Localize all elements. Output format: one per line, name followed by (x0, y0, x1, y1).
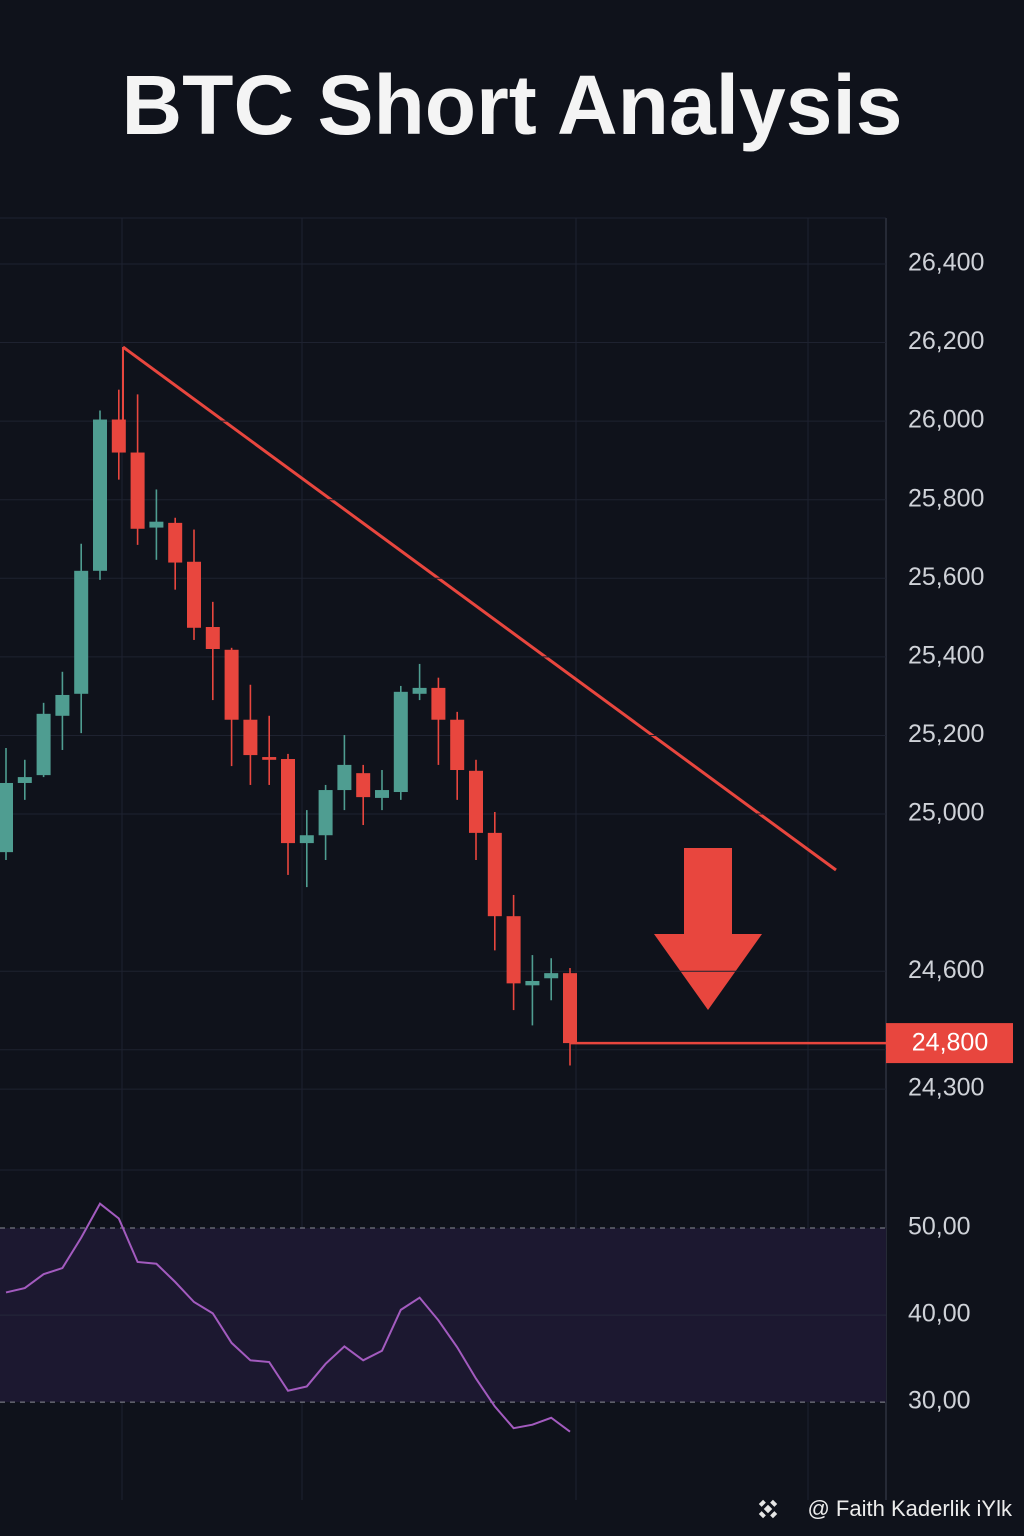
y-tick-label: 26,400 (908, 249, 984, 277)
candle-body (525, 981, 540, 986)
y-tick-label: 25,000 (908, 799, 984, 827)
candle-body (55, 694, 70, 716)
candle-body (299, 835, 314, 844)
y-tick-label: 25,400 (908, 641, 984, 669)
price-tag: 24,800 (912, 1029, 988, 1057)
candle-body (168, 522, 183, 563)
chart-title: BTC Short Analysis (121, 58, 902, 152)
candle-body (318, 790, 333, 836)
candle-body (36, 713, 51, 776)
candle-body (149, 521, 164, 528)
y-tick-label: 50,00 (908, 1213, 971, 1241)
rsi-line (5, 1202, 571, 1433)
logo (758, 1499, 778, 1519)
watermark-text: @ Faith Kaderlik iYlk (807, 1496, 1013, 1521)
candle-body (506, 916, 521, 984)
y-tick-label: 26,200 (908, 327, 984, 355)
y-tick-label: 26,000 (908, 406, 984, 434)
candle-body (224, 649, 239, 720)
candle-body (356, 773, 371, 798)
y-tick-label: 25,800 (908, 484, 984, 512)
candle-body (74, 570, 89, 694)
candle-body (111, 419, 126, 453)
y-tick-label: 24,600 (908, 956, 984, 984)
candle-body (130, 452, 145, 529)
y-tick-label: 30,00 (908, 1387, 971, 1415)
candle-body (412, 687, 427, 694)
candle-body (17, 777, 32, 783)
candle-body (450, 719, 465, 771)
y-tick-label: 25,200 (908, 720, 984, 748)
candle-body (93, 419, 107, 571)
candle-body (563, 973, 577, 1044)
trendline (122, 345, 837, 872)
candle-body (431, 687, 446, 720)
watermark: @ Faith Kaderlik iYlk (758, 1496, 1013, 1521)
candle-body (0, 782, 13, 853)
down-arrow (654, 848, 762, 1010)
candle-body (205, 626, 220, 649)
candle-body (337, 764, 352, 791)
y-tick-label: 25,600 (908, 563, 984, 591)
candle-body (393, 691, 408, 793)
candle-body (187, 561, 201, 628)
y-tick-label: 24,300 (908, 1074, 984, 1102)
candle-body (243, 719, 258, 756)
candle-body (487, 832, 502, 917)
y-tick-label: 40,00 (908, 1300, 971, 1328)
candle-body (281, 759, 295, 844)
candle-body (262, 757, 277, 760)
candle-body (375, 790, 389, 798)
price-tag-box (886, 1023, 1013, 1064)
candle-body (469, 770, 483, 833)
candle-body (544, 973, 559, 979)
